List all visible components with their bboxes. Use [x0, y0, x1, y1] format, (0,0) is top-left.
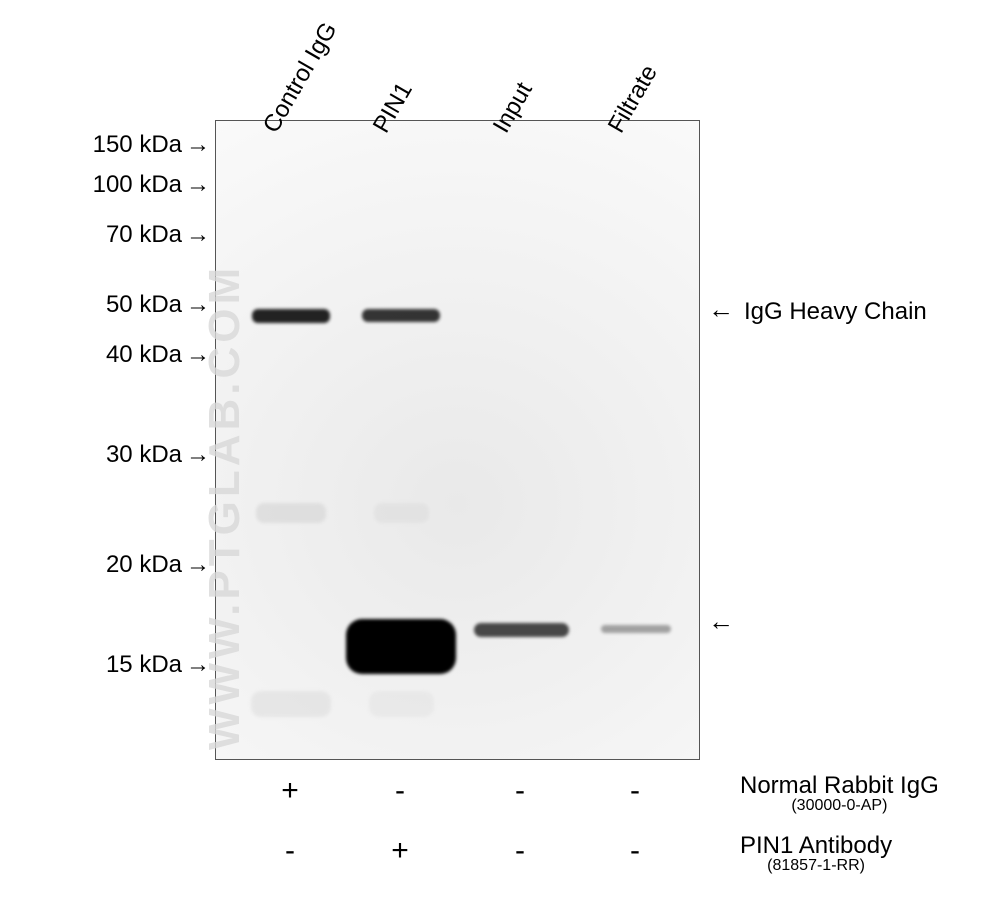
arrow-right-icon: → [186, 341, 210, 369]
marker-text: 70 kDa [106, 221, 182, 248]
marker-text: 30 kDa [106, 441, 182, 468]
marker-label: 30 kDa→ [60, 441, 210, 469]
arrow-left-icon: ← [708, 606, 734, 637]
condition-label: Normal Rabbit IgG(30000-0-AP) [740, 774, 939, 814]
arrow-left-icon: ← [708, 294, 734, 325]
arrow-right-icon: → [186, 131, 210, 159]
marker-label: 15 kDa→ [60, 651, 210, 679]
arrow-right-icon: → [186, 441, 210, 469]
arrow-right-icon: → [186, 291, 210, 319]
marker-text: 15 kDa [106, 651, 182, 678]
band [601, 625, 671, 633]
condition-value: - [500, 774, 540, 808]
marker-label: 40 kDa→ [60, 341, 210, 369]
condition-value: + [270, 774, 310, 808]
condition-label-text: Normal Rabbit IgG [740, 772, 939, 799]
blot-membrane [215, 120, 700, 760]
condition-label-text: PIN1 Antibody [740, 832, 892, 859]
condition-value: - [500, 834, 540, 868]
band [369, 691, 434, 717]
condition-value: + [380, 834, 420, 868]
condition-value: - [615, 834, 655, 868]
condition-value: - [615, 774, 655, 808]
blot-background [216, 121, 699, 759]
figure-container: WWW.PTGLAB.COM Control IgGPIN1InputFiltr… [0, 0, 1000, 903]
band [362, 309, 440, 322]
marker-text: 50 kDa [106, 291, 182, 318]
marker-label: 100 kDa→ [60, 171, 210, 199]
arrow-right-icon: → [186, 171, 210, 199]
band [251, 691, 331, 717]
marker-label: 20 kDa→ [60, 551, 210, 579]
condition-label-sub: (81857-1-RR) [740, 858, 892, 874]
marker-label: 70 kDa→ [60, 221, 210, 249]
band [346, 619, 456, 674]
band [256, 503, 326, 523]
marker-text: 40 kDa [106, 341, 182, 368]
condition-value: - [270, 834, 310, 868]
arrow-right-icon: → [186, 651, 210, 679]
condition-value: - [380, 774, 420, 808]
condition-label: PIN1 Antibody(81857-1-RR) [740, 834, 892, 874]
marker-text: 150 kDa [93, 131, 182, 158]
band [474, 623, 569, 637]
arrow-right-icon: → [186, 221, 210, 249]
band [374, 503, 429, 523]
marker-text: 20 kDa [106, 551, 182, 578]
marker-label: 150 kDa→ [60, 131, 210, 159]
marker-label: 50 kDa→ [60, 291, 210, 319]
band-annotation: IgG Heavy Chain [744, 298, 927, 326]
band [252, 309, 330, 323]
condition-label-sub: (30000-0-AP) [740, 798, 939, 814]
arrow-right-icon: → [186, 551, 210, 579]
marker-text: 100 kDa [93, 171, 182, 198]
